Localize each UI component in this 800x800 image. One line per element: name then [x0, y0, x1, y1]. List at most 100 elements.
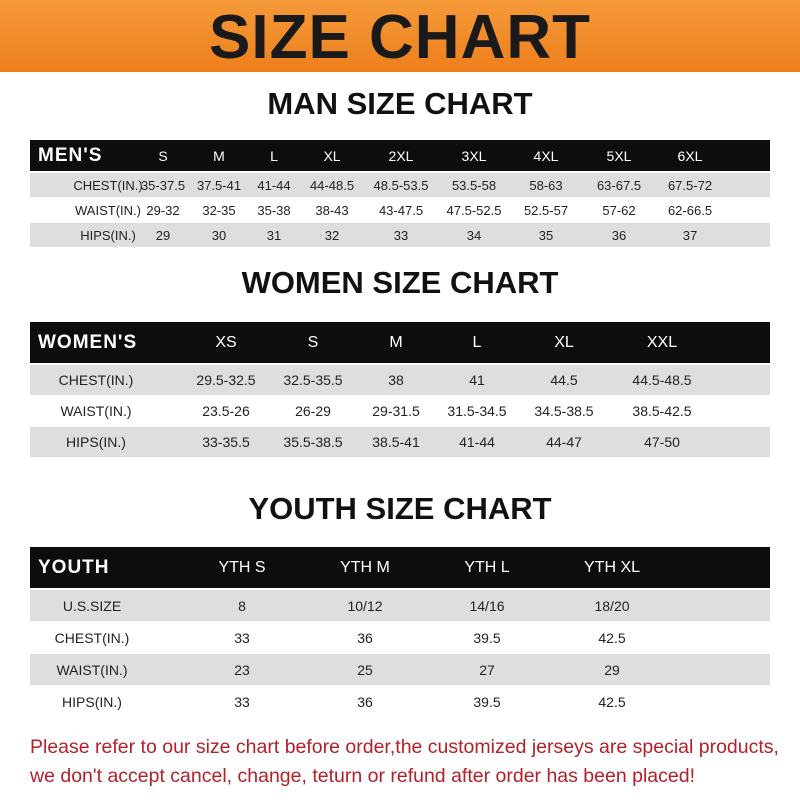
table-cell: 44.5-48.5	[632, 372, 692, 388]
table-cell: 43-47.5	[378, 202, 424, 218]
table-cell: 29-31.5	[372, 403, 420, 419]
table-cell: 27	[479, 661, 495, 678]
youth-header-row: YOUTH YTH S YTH M YTH L YTH XL	[30, 547, 770, 588]
table-cell: 41-44	[257, 177, 291, 193]
row-label: HIPS(IN.)	[62, 693, 122, 710]
table-cell: 38.5-41	[372, 434, 420, 450]
women-section-title: WOMEN SIZE CHART	[241, 265, 559, 300]
table-cell: 35-38	[257, 202, 291, 218]
table-cell: 33-35.5	[202, 434, 250, 450]
table-cell: 29	[155, 227, 171, 243]
table-cell: 44-47	[546, 434, 582, 450]
table-cell: 44.5	[550, 372, 578, 388]
men-section-title: MAN SIZE CHART	[267, 86, 533, 121]
youth-size-header: YTH L	[464, 558, 510, 576]
table-cell: 8	[238, 597, 246, 614]
youth-table-row: CHEST(IN.) 33 36 39.5 42.5	[30, 622, 770, 653]
order-notice-line-1: Please refer to our size chart before or…	[30, 736, 779, 758]
table-cell: 31	[266, 227, 282, 243]
row-label: CHEST(IN.)	[58, 372, 134, 388]
table-cell: 32-35	[202, 202, 236, 218]
row-label: HIPS(IN.)	[80, 227, 136, 243]
women-size-header: XS	[215, 333, 237, 351]
table-cell: 39.5	[473, 629, 501, 646]
youth-size-header: YTH M	[340, 558, 390, 576]
table-cell: 29	[604, 661, 620, 678]
table-cell: 48.5-53.5	[373, 177, 429, 193]
table-cell: 38.5-42.5	[632, 403, 692, 419]
table-cell: 26-29	[295, 403, 331, 419]
women-header-label: WOMEN'S	[38, 331, 138, 353]
youth-size-header: YTH XL	[583, 558, 641, 576]
table-cell: 23.5-26	[202, 403, 250, 419]
table-cell: 18/20	[594, 597, 630, 614]
table-cell: 52.5-57	[523, 202, 569, 218]
women-size-header: XL	[554, 333, 574, 351]
women-size-header: M	[389, 333, 403, 351]
table-cell: 38	[388, 372, 404, 388]
men-size-header: 4XL	[533, 147, 559, 164]
men-size-header: L	[270, 147, 278, 164]
table-cell: 41	[469, 372, 485, 388]
women-size-header: S	[307, 333, 319, 351]
table-cell: 44-48.5	[309, 177, 355, 193]
row-label: CHEST(IN.)	[54, 629, 130, 646]
women-size-header: XXL	[646, 333, 678, 351]
table-cell: 42.5	[598, 629, 626, 646]
table-cell: 34	[466, 227, 482, 243]
table-cell: 57-62	[602, 202, 636, 218]
row-label: WAIST(IN.)	[60, 403, 132, 419]
row-label: HIPS(IN.)	[66, 434, 126, 450]
youth-header-label: YOUTH	[38, 556, 110, 578]
banner-title: SIZE CHART	[209, 3, 591, 72]
men-header-row: MEN'S S M L XL 2XL 3XL 4XL 5XL 6XL	[30, 140, 770, 171]
men-size-header: XL	[323, 147, 341, 164]
table-cell: 63-67.5	[596, 177, 642, 193]
women-size-header: L	[472, 333, 482, 351]
table-cell: 35-37.5	[140, 177, 186, 193]
table-cell: 30	[211, 227, 227, 243]
table-cell: 53.5-58	[451, 177, 497, 193]
men-size-header: 6XL	[677, 147, 703, 164]
table-cell: 58-63	[529, 177, 563, 193]
table-cell: 41-44	[459, 434, 495, 450]
table-cell: 37	[682, 227, 698, 243]
row-label: WAIST(IN.)	[56, 661, 128, 678]
youth-size-header: YTH S	[218, 558, 266, 576]
order-notice-line-2: we don't accept cancel, change, teturn o…	[30, 765, 695, 787]
men-header-label: MEN'S	[38, 144, 103, 166]
table-cell: 33	[393, 227, 409, 243]
men-size-header: 2XL	[388, 147, 414, 164]
table-cell: 31.5-34.5	[447, 403, 507, 419]
table-cell: 38-43	[315, 202, 349, 218]
row-label: CHEST(IN.)	[73, 177, 143, 193]
table-cell: 10/12	[347, 597, 383, 614]
youth-table-row: HIPS(IN.) 33 36 39.5 42.5	[30, 686, 770, 717]
table-cell: 29.5-32.5	[196, 372, 256, 388]
table-cell: 33	[234, 629, 250, 646]
men-size-header: 5XL	[606, 147, 632, 164]
table-cell: 47-50	[644, 434, 680, 450]
table-cell: 33	[234, 693, 250, 710]
women-table-row: WAIST(IN.) 23.5-26 26-29 29-31.5 31.5-34.5 34…	[30, 396, 770, 426]
men-table-row: WAIST(IN.) 29-32 32-35 35-38 38-43 43-47.5 47.…	[30, 198, 770, 222]
women-table-row: HIPS(IN.) 33-35.5 35.5-38.5 38.5-41 41-44 44-…	[30, 427, 770, 457]
table-cell: 37.5-41	[196, 177, 242, 193]
women-table-row: CHEST(IN.) 29.5-32.5 32.5-35.5 38 41 44.5 44.5…	[30, 365, 770, 395]
men-size-header: S	[158, 147, 168, 164]
row-label: U.S.SIZE	[62, 597, 122, 614]
men-table-row: CHEST(IN.) 35-37.5 37.5-41 41-44 44-48.5 48.5…	[30, 173, 770, 197]
youth-table-row: U.S.SIZE 8 10/12 14/16 18/20	[30, 590, 770, 621]
youth-section-title: YOUTH SIZE CHART	[248, 491, 552, 526]
table-cell: 35	[538, 227, 554, 243]
table-cell: 29-32	[146, 202, 180, 218]
table-cell: 67.5-72	[667, 177, 713, 193]
table-cell: 36	[611, 227, 627, 243]
men-table-row: HIPS(IN.) 29 30 31 32 33 34 35 36 37	[30, 223, 770, 247]
row-label: WAIST(IN.)	[75, 202, 141, 218]
youth-table-row: WAIST(IN.) 23 25 27 29	[30, 654, 770, 685]
table-cell: 62-66.5	[667, 202, 713, 218]
table-cell: 34.5-38.5	[534, 403, 594, 419]
table-cell: 32	[324, 227, 340, 243]
table-cell: 47.5-52.5	[446, 202, 502, 218]
